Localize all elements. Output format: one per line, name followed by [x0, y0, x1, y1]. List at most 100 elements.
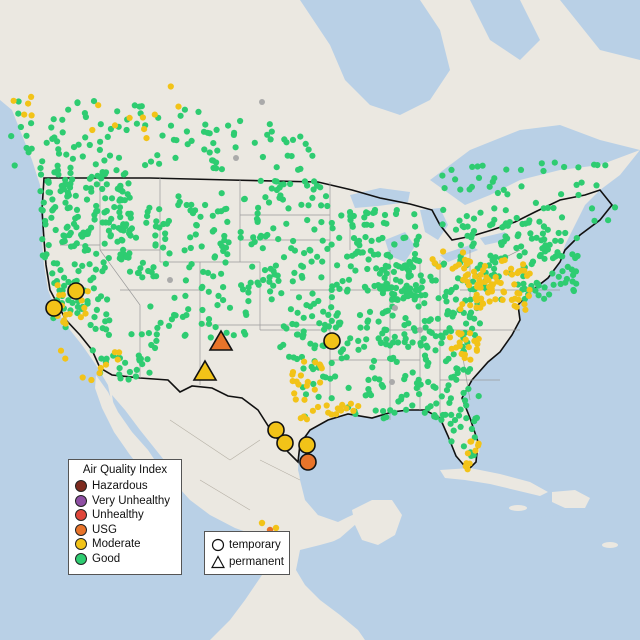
- good-site: [202, 121, 209, 128]
- good-site: [60, 186, 68, 193]
- good-site: [332, 373, 339, 380]
- moderate-site: [81, 304, 88, 311]
- good-site: [144, 356, 151, 363]
- mexico-site: [258, 519, 266, 527]
- good-site: [347, 263, 354, 270]
- good-site: [324, 202, 331, 210]
- good-site: [212, 324, 219, 331]
- moderate-site: [62, 311, 69, 318]
- good-site: [432, 347, 439, 354]
- good-site: [103, 311, 110, 318]
- monitor-sites-layer: [8, 83, 619, 541]
- good-site: [362, 234, 369, 241]
- moderate-site: [459, 249, 467, 256]
- moderate-site: [95, 102, 102, 109]
- good-site: [266, 278, 273, 285]
- moderate-site: [472, 273, 479, 280]
- gulf-of-st-lawrence: [430, 125, 640, 205]
- good-site: [314, 182, 321, 189]
- good-site: [105, 255, 112, 262]
- nodata-site: [417, 327, 423, 333]
- good-site: [299, 274, 306, 281]
- moderate-site: [462, 336, 469, 343]
- good-site: [558, 214, 566, 221]
- good-site: [405, 272, 412, 279]
- permanent-monitor-marker: [192, 359, 218, 381]
- moderate-site: [492, 296, 499, 303]
- good-site: [463, 213, 470, 220]
- good-site: [558, 191, 565, 198]
- good-site: [527, 230, 534, 237]
- good-site: [102, 195, 109, 202]
- good-site: [555, 229, 562, 237]
- good-site: [298, 262, 305, 269]
- good-site: [67, 170, 74, 177]
- good-site: [491, 216, 498, 223]
- good-site: [297, 133, 304, 140]
- good-site: [540, 223, 548, 230]
- good-site: [127, 210, 134, 217]
- moderate-site: [511, 302, 518, 309]
- nodata-site: [233, 155, 239, 161]
- good-site: [285, 205, 292, 212]
- good-site: [456, 217, 463, 224]
- good-site: [432, 277, 439, 284]
- good-site: [573, 235, 580, 242]
- good-site: [59, 238, 66, 245]
- good-site: [39, 158, 46, 165]
- good-site: [322, 193, 330, 200]
- mexico-state-line: [229, 439, 261, 461]
- good-site: [391, 333, 398, 340]
- good-site: [226, 304, 234, 311]
- legend-item-moderate: Moderate: [75, 537, 175, 552]
- good-site: [224, 218, 231, 225]
- labrador-sea: [560, 0, 640, 60]
- good-site: [138, 331, 145, 338]
- good-site: [555, 273, 562, 280]
- good-site: [276, 184, 283, 191]
- moderate-site: [301, 358, 308, 365]
- good-site: [321, 326, 328, 333]
- good-site: [301, 178, 308, 185]
- good-site: [532, 287, 539, 294]
- good-site: [118, 236, 125, 243]
- mexico-state-line: [199, 479, 251, 511]
- good-site: [59, 116, 66, 123]
- good-site: [199, 306, 206, 314]
- moderate-site: [446, 334, 454, 341]
- good-site: [266, 274, 273, 281]
- moderate-site: [143, 135, 150, 142]
- good-site: [539, 230, 547, 237]
- moderate-site: [440, 248, 447, 255]
- good-site: [167, 122, 175, 129]
- good-site: [413, 241, 420, 248]
- good-site: [570, 272, 577, 279]
- good-site: [152, 223, 159, 230]
- good-site: [183, 201, 190, 209]
- good-site: [361, 214, 368, 221]
- good-site: [494, 189, 501, 197]
- good-site: [101, 240, 108, 247]
- good-site: [355, 346, 362, 353]
- good-site: [92, 161, 99, 168]
- moderate-site: [79, 374, 86, 381]
- good-site: [298, 201, 305, 208]
- good-site: [273, 178, 280, 185]
- legend-item-very-unhealthy: Very Unhealthy: [75, 494, 175, 509]
- good-site: [328, 294, 335, 301]
- good-site: [424, 362, 431, 369]
- good-site: [28, 120, 35, 127]
- good-site: [355, 237, 363, 244]
- good-site: [125, 180, 132, 187]
- moderate-site: [467, 356, 474, 363]
- atlantic-ocean: [464, 150, 640, 470]
- good-site: [518, 243, 525, 250]
- moderate-site: [503, 269, 510, 276]
- good-site: [198, 285, 205, 292]
- good-site: [93, 181, 100, 188]
- monitor-type-legend: temporary permanent: [204, 531, 290, 575]
- moderate-site: [466, 258, 474, 265]
- good-site: [39, 207, 46, 214]
- good-site: [206, 130, 213, 137]
- good-site: [491, 205, 498, 212]
